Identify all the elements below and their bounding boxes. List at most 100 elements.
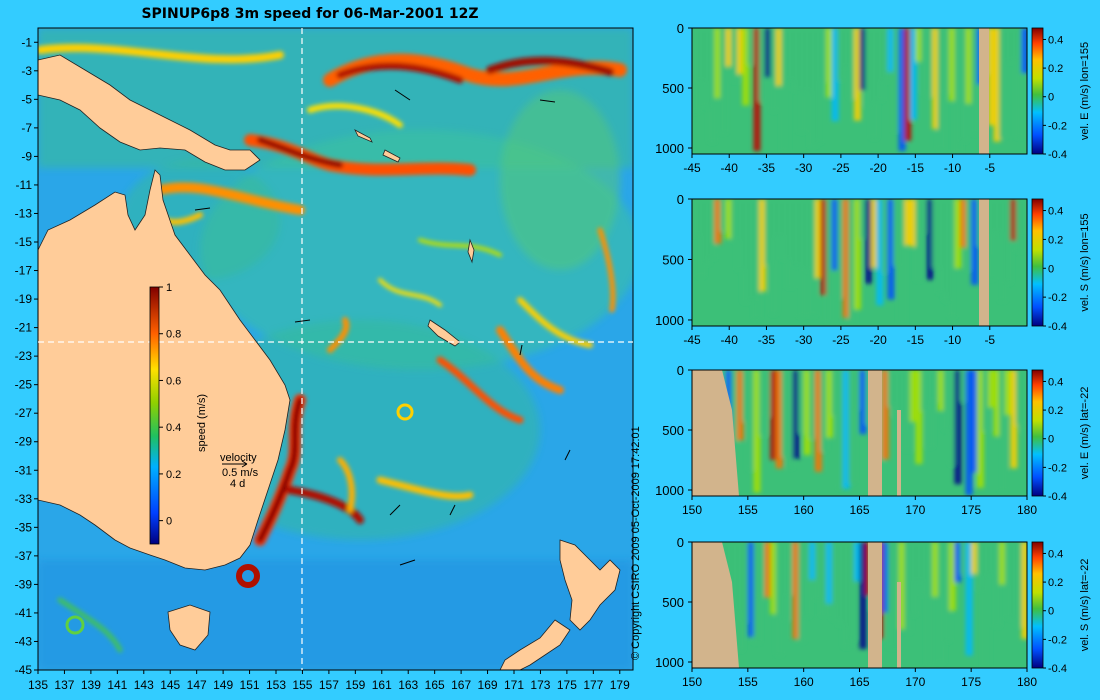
section-colorbar-tick: -0.4 xyxy=(1048,149,1067,161)
colorbar-label: speed (m/s) xyxy=(196,394,208,452)
colorbar-tick-label: 0.6 xyxy=(166,375,181,387)
section-colorbar-tick: 0.4 xyxy=(1048,548,1063,560)
map-x-tick-label: 171 xyxy=(504,678,524,692)
section-x-tick-label: -30 xyxy=(795,333,813,347)
section-y-tick-label: 500 xyxy=(662,423,684,438)
map-x-tick-label: 175 xyxy=(557,678,577,692)
section-x-tick-label: -20 xyxy=(869,333,887,347)
map-y-tick-label: -17 xyxy=(15,264,33,278)
new-guinea xyxy=(38,54,261,171)
section-y-tick-label: 1000 xyxy=(655,483,684,498)
map-x-tick-label: 135 xyxy=(28,678,48,692)
section-land xyxy=(979,199,989,326)
colorbar-tick-label: 0 xyxy=(166,516,172,528)
map-y-tick-label: -39 xyxy=(15,577,33,591)
map-y-tick-label: -37 xyxy=(15,549,33,563)
map-y-tick-label: -27 xyxy=(15,406,33,420)
map-y-tick-label: -41 xyxy=(15,606,33,620)
map-x-tick-label: 149 xyxy=(213,678,233,692)
section-x-tick-label: -45 xyxy=(683,333,701,347)
map-x-ticks: 135 137 139 141 143 145 147 149 151 153 155 157 159 1… xyxy=(28,670,630,692)
section-x-tick-label: -5 xyxy=(984,333,995,347)
section-x-tick-label: -5 xyxy=(984,161,995,175)
map-x-tick-label: 177 xyxy=(583,678,603,692)
map-x-tick-label: 159 xyxy=(345,678,365,692)
section-colorbar-tick: 0.2 xyxy=(1048,63,1063,75)
map-y-tick-label: -25 xyxy=(15,378,33,392)
section-colorbar-label: vel. S (m/s) lon=155 xyxy=(1079,213,1091,311)
colorbar-tick-label: 0.2 xyxy=(166,469,181,481)
section-y-tick-label: 1000 xyxy=(655,655,684,670)
map-panel: 135 137 139 141 143 145 147 149 151 153 155 157 159 1… xyxy=(15,27,634,692)
map-y-tick-label: -45 xyxy=(15,663,33,677)
section-x-tick-label: 150 xyxy=(682,503,702,517)
section-x-tick-label: -10 xyxy=(944,161,962,175)
vanuatu xyxy=(467,238,475,264)
map-x-tick-label: 161 xyxy=(372,678,392,692)
section-x-tick-label: 165 xyxy=(849,503,869,517)
section-land xyxy=(868,542,882,668)
section-colorbar-tick: 0 xyxy=(1048,92,1054,104)
map-x-tick-label: 147 xyxy=(187,678,207,692)
map-x-tick-label: 139 xyxy=(81,678,101,692)
section-panels: -45 -40 -35 -30 -25 -20 -15 -10 -5 0 500 1000 0.4 0.2… xyxy=(655,21,1091,689)
section-x-tick-label: -25 xyxy=(832,333,850,347)
section-land xyxy=(692,370,739,496)
section-colorbar-tick: 0 xyxy=(1048,606,1054,618)
section-colorbar-tick: 0.2 xyxy=(1048,234,1063,246)
colorbar-gradient xyxy=(149,286,160,545)
section-colorbar-tick: 0 xyxy=(1048,263,1054,275)
map-x-tick-label: 153 xyxy=(266,678,286,692)
map-x-tick-label: 143 xyxy=(134,678,154,692)
section-colorbar-tick: -0.2 xyxy=(1048,462,1067,474)
section-colorbar-tick: 0.4 xyxy=(1048,376,1063,388)
map-x-tick-label: 151 xyxy=(240,678,260,692)
velocity-legend: velocity 0.5 m/s 4 d xyxy=(220,452,259,490)
section-colorbar-tick: -0.4 xyxy=(1048,321,1067,333)
copyright-notice: © Copyright CSIRO 2009 05-Oct-2009 17:42… xyxy=(630,426,642,660)
map-y-tick-label: -23 xyxy=(15,349,33,363)
map-colorbar: 1 0.8 0.6 0.4 0.2 0 speed (m/s) xyxy=(149,282,208,545)
section-y-tick-label: 0 xyxy=(677,535,684,550)
map-y-tick-label: -43 xyxy=(15,634,33,648)
section-colorbar xyxy=(1031,27,1044,155)
section-land xyxy=(979,28,989,154)
section-x-tick-label: 160 xyxy=(794,503,814,517)
map-x-tick-label: 179 xyxy=(610,678,630,692)
map-y-tick-label: -9 xyxy=(21,149,32,163)
section-x-tick-label: 180 xyxy=(1017,503,1037,517)
section-colorbar-tick: 0.4 xyxy=(1048,34,1063,46)
section-colorbar-tick: -0.4 xyxy=(1048,491,1067,503)
map-x-tick-label: 155 xyxy=(292,678,312,692)
section-x-tick-label: -35 xyxy=(758,333,776,347)
section-colorbar-label: vel. S (m/s) lat=-22 xyxy=(1079,559,1091,652)
section-colorbar-tick: -0.4 xyxy=(1048,663,1067,675)
velocity-legend-title: velocity xyxy=(220,452,257,464)
section-colorbar-tick: -0.2 xyxy=(1048,634,1067,646)
section-colorbar xyxy=(1031,369,1044,497)
map-y-tick-label: -13 xyxy=(15,206,33,220)
map-x-tick-label: 167 xyxy=(451,678,471,692)
map-x-tick-label: 163 xyxy=(398,678,418,692)
section-x-tick-label: 155 xyxy=(738,675,758,689)
colorbar-tick-label: 1 xyxy=(166,282,172,294)
tasmania xyxy=(167,604,211,651)
map-x-tick-label: 145 xyxy=(160,678,180,692)
section-y-tick-label: 0 xyxy=(677,192,684,207)
section-x-tick-label: -40 xyxy=(721,161,739,175)
map-x-tick-label: 141 xyxy=(107,678,127,692)
section-x-tick-label: 180 xyxy=(1017,675,1037,689)
section-y-tick-label: 0 xyxy=(677,21,684,36)
section-y-tick-label: 500 xyxy=(662,81,684,96)
solomon-islands xyxy=(354,129,401,163)
section-colorbar-tick: -0.2 xyxy=(1048,120,1067,132)
new-caledonia xyxy=(427,319,461,347)
map-x-tick-label: 137 xyxy=(54,678,74,692)
colorbar-tick-label: 0.8 xyxy=(166,329,181,341)
section-y-tick-label: 500 xyxy=(662,252,684,267)
chart-title: SPINUP6p8 3m speed for 06-Mar-2001 12Z xyxy=(141,6,479,22)
map-y-tick-label: -15 xyxy=(15,235,33,249)
section-x-tick-label: -40 xyxy=(721,333,739,347)
section-x-tick-label: 150 xyxy=(682,675,702,689)
